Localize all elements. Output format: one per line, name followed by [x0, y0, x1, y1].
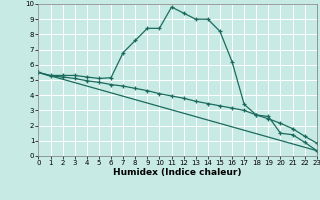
X-axis label: Humidex (Indice chaleur): Humidex (Indice chaleur) — [113, 168, 242, 177]
